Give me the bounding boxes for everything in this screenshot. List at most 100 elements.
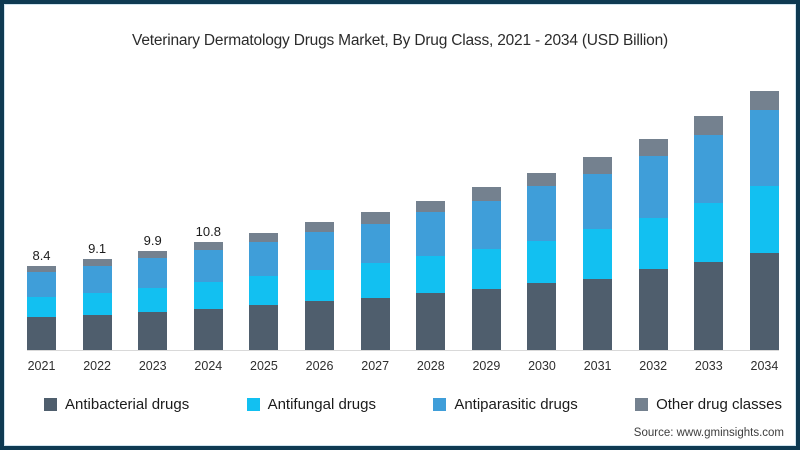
segment-antiparasitic-drugs-2030 xyxy=(527,186,557,241)
segment-antiparasitic-drugs-2024 xyxy=(193,250,223,282)
segment-antiparasitic-drugs-2021 xyxy=(27,272,56,297)
bar-2029: 2029 xyxy=(471,187,501,373)
segment-antibacterial-drugs-2030 xyxy=(527,283,557,350)
x-axis-label-2031: 2031 xyxy=(583,359,612,373)
total-label-2023: 9.9 xyxy=(143,233,162,248)
segment-other-drug-classes-2021 xyxy=(27,266,56,272)
x-axis-label-2032: 2032 xyxy=(639,359,668,373)
bar-2031: 2031 xyxy=(583,157,613,373)
segment-antifungal-drugs-2034 xyxy=(749,186,779,253)
bar-2021: 8.4 2021 xyxy=(27,248,56,373)
x-axis-label-2029: 2029 xyxy=(472,359,501,373)
x-axis-label-2026: 2026 xyxy=(305,359,334,373)
segment-antifungal-drugs-2031 xyxy=(583,229,613,279)
legend-swatch-icon xyxy=(433,398,447,411)
bar-2032: 2032 xyxy=(638,139,668,373)
segment-antifungal-drugs-2033 xyxy=(694,203,724,262)
segment-antibacterial-drugs-2032 xyxy=(638,269,668,350)
segment-antibacterial-drugs-2033 xyxy=(694,262,724,350)
legend-label: Antibacterial drugs xyxy=(65,396,190,413)
bar-2025: 2025 xyxy=(249,233,279,373)
segment-antibacterial-drugs-2021 xyxy=(27,317,56,350)
segment-antifungal-drugs-2022 xyxy=(82,293,112,315)
x-axis-label-2030: 2030 xyxy=(528,359,556,373)
bar-2024: 10.8 2024 xyxy=(193,224,223,373)
legend-item-other-drug-classes: Other drug classes xyxy=(635,396,782,413)
segment-antibacterial-drugs-2025 xyxy=(249,305,279,350)
segment-antiparasitic-drugs-2031 xyxy=(583,174,613,229)
x-axis-label-2034: 2034 xyxy=(750,359,779,373)
legend-item-antifungal-drugs: Antifungal drugs xyxy=(246,396,376,413)
segment-antibacterial-drugs-2028 xyxy=(416,293,446,350)
segment-antiparasitic-drugs-2025 xyxy=(249,242,279,276)
segment-antiparasitic-drugs-2034 xyxy=(749,110,779,186)
segment-antiparasitic-drugs-2026 xyxy=(305,232,335,270)
segment-other-drug-classes-2033 xyxy=(694,116,724,135)
segment-antiparasitic-drugs-2022 xyxy=(82,266,112,293)
segment-antibacterial-drugs-2024 xyxy=(193,309,223,350)
segment-other-drug-classes-2023 xyxy=(138,251,168,258)
x-axis-label-2023: 2023 xyxy=(138,359,167,373)
segment-other-drug-classes-2032 xyxy=(638,139,668,156)
legend-label: Other drug classes xyxy=(656,396,782,413)
segment-antiparasitic-drugs-2032 xyxy=(638,156,668,218)
segment-other-drug-classes-2026 xyxy=(305,222,335,232)
legend-label: Antiparasitic drugs xyxy=(454,396,578,413)
bar-2033: 2033 xyxy=(694,116,724,373)
legend-label: Antifungal drugs xyxy=(267,396,376,413)
segment-antifungal-drugs-2026 xyxy=(305,270,335,301)
legend-item-antiparasitic-drugs: Antiparasitic drugs xyxy=(433,396,578,413)
legend-swatch-icon xyxy=(246,398,260,411)
segment-antiparasitic-drugs-2028 xyxy=(416,212,446,256)
segment-antifungal-drugs-2029 xyxy=(471,249,501,289)
segment-antibacterial-drugs-2031 xyxy=(583,279,613,350)
legend-swatch-icon xyxy=(635,398,649,411)
total-label-2022: 9.1 xyxy=(88,241,107,256)
segment-antifungal-drugs-2025 xyxy=(249,276,279,305)
bar-2027: 2027 xyxy=(360,212,390,373)
x-axis-label-2025: 2025 xyxy=(250,359,278,373)
segment-antibacterial-drugs-2029 xyxy=(471,289,501,350)
legend-swatch-icon xyxy=(44,398,57,411)
bar-2023: 9.9 2023 xyxy=(138,233,168,373)
segment-antifungal-drugs-2032 xyxy=(638,218,668,269)
segment-other-drug-classes-2024 xyxy=(193,242,223,250)
plot-area: 8.4 2021 9.1 2022 9.9 2023 10.8 2024 2025 2026 202… xyxy=(27,60,779,373)
x-axis-label-2033: 2033 xyxy=(694,359,723,373)
segment-other-drug-classes-2027 xyxy=(360,212,390,224)
segment-antiparasitic-drugs-2033 xyxy=(694,135,724,203)
bar-2022: 9.1 2022 xyxy=(82,241,112,373)
segment-other-drug-classes-2030 xyxy=(527,173,557,186)
segment-other-drug-classes-2034 xyxy=(749,91,779,110)
x-axis-label-2021: 2021 xyxy=(27,359,56,373)
x-axis-label-2028: 2028 xyxy=(416,359,445,373)
segment-antiparasitic-drugs-2023 xyxy=(138,258,168,288)
bar-2028: 2028 xyxy=(416,201,446,373)
segment-other-drug-classes-2029 xyxy=(471,187,501,201)
x-axis-label-2022: 2022 xyxy=(83,359,112,373)
legend-item-antibacterial-drugs: Antibacterial drugs xyxy=(44,396,189,413)
legend: Antibacterial drugs Antifungal drugs Antip… xyxy=(44,396,782,413)
x-axis-label-2024: 2024 xyxy=(194,359,223,373)
segment-antifungal-drugs-2030 xyxy=(527,241,557,283)
segment-antiparasitic-drugs-2029 xyxy=(471,201,501,249)
segment-antifungal-drugs-2028 xyxy=(416,256,446,293)
bar-2034: 2034 xyxy=(749,91,779,373)
segment-other-drug-classes-2022 xyxy=(82,259,112,266)
segment-other-drug-classes-2025 xyxy=(249,233,279,242)
chart-title: Veterinary Dermatology Drugs Market, By … xyxy=(132,32,668,49)
segment-antibacterial-drugs-2023 xyxy=(138,312,168,350)
segment-other-drug-classes-2031 xyxy=(583,157,613,174)
bar-2026: 2026 xyxy=(305,222,335,373)
segment-antibacterial-drugs-2026 xyxy=(305,301,335,350)
segment-antibacterial-drugs-2022 xyxy=(82,315,112,350)
segment-antiparasitic-drugs-2027 xyxy=(360,224,390,263)
segment-antifungal-drugs-2023 xyxy=(138,288,168,312)
segment-antifungal-drugs-2024 xyxy=(193,282,223,309)
segment-antibacterial-drugs-2034 xyxy=(749,253,779,350)
total-label-2024: 10.8 xyxy=(195,224,221,239)
segment-antifungal-drugs-2021 xyxy=(27,297,56,317)
segment-antibacterial-drugs-2027 xyxy=(360,298,390,350)
x-axis-label-2027: 2027 xyxy=(361,359,390,373)
